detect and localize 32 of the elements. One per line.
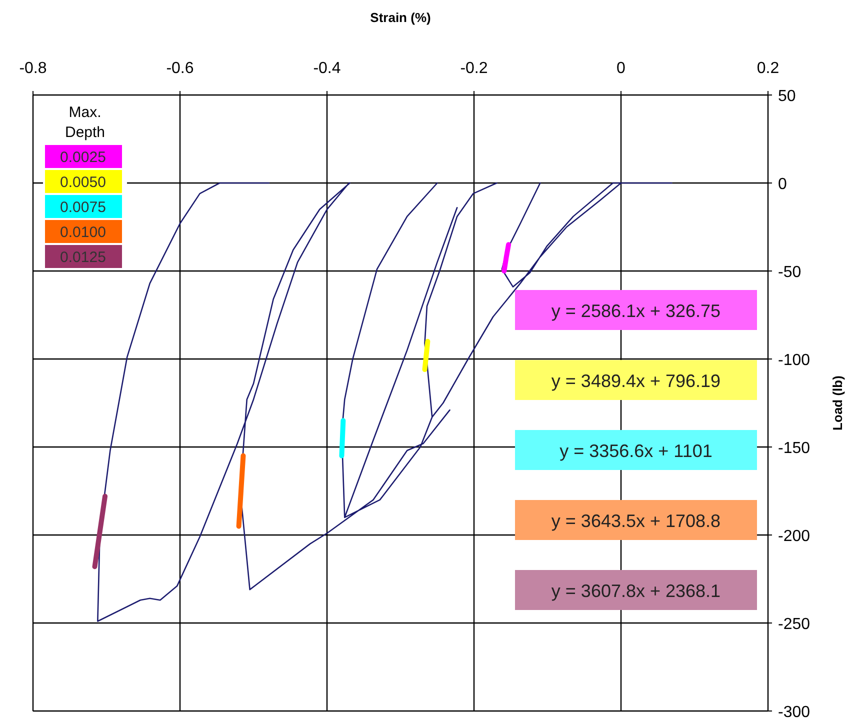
y-tick-label: -50 [778,264,802,281]
x-tick-label: 0 [616,60,626,77]
annotation: y = 3489.4x + 796.19 [551,371,721,391]
text: 0.0025 [60,149,106,166]
equation-label: y = 3489.4x + 796.19 [515,360,757,400]
x-tick-label: -0.6 [166,60,194,77]
annotation: y = 3607.8x + 2368.1 [551,581,721,601]
equation-label: y = 2586.1x + 326.75 [515,290,757,330]
text: 0.0125 [60,249,106,266]
annotation: y = 3643.5x + 1708.8 [551,511,721,531]
equation-label: y = 3643.5x + 1708.8 [515,500,757,540]
x-tick-label: -0.4 [313,60,341,77]
y-axis-title: Load (lb) [830,376,845,430]
annotation: y = 3356.6x + 1101 [560,441,712,461]
text: 0.0100 [60,224,106,241]
equation-label: y = 3607.8x + 2368.1 [515,570,757,610]
y-tick-label: -100 [778,352,810,369]
x-tick-label: 0.2 [756,60,780,77]
annotation: y = 2586.1x + 326.75 [551,301,721,321]
y-tick-label: -300 [778,704,810,721]
y-tick-label: 0 [778,176,787,193]
y-tick-label: -150 [778,440,810,457]
equation-label: y = 3356.6x + 1101 [515,430,757,470]
legend-title: Max. Depth [64,104,106,141]
x-tick-label: -0.2 [460,60,488,77]
y-tick-label: 50 [778,88,796,105]
text: 0.0050 [60,174,106,191]
y-tick-label: -200 [778,528,810,545]
text: 0.0075 [60,199,106,216]
x-tick-label: -0.8 [19,60,47,77]
y-tick-label: -250 [778,616,810,633]
x-axis-title: Strain (%) [370,10,431,25]
